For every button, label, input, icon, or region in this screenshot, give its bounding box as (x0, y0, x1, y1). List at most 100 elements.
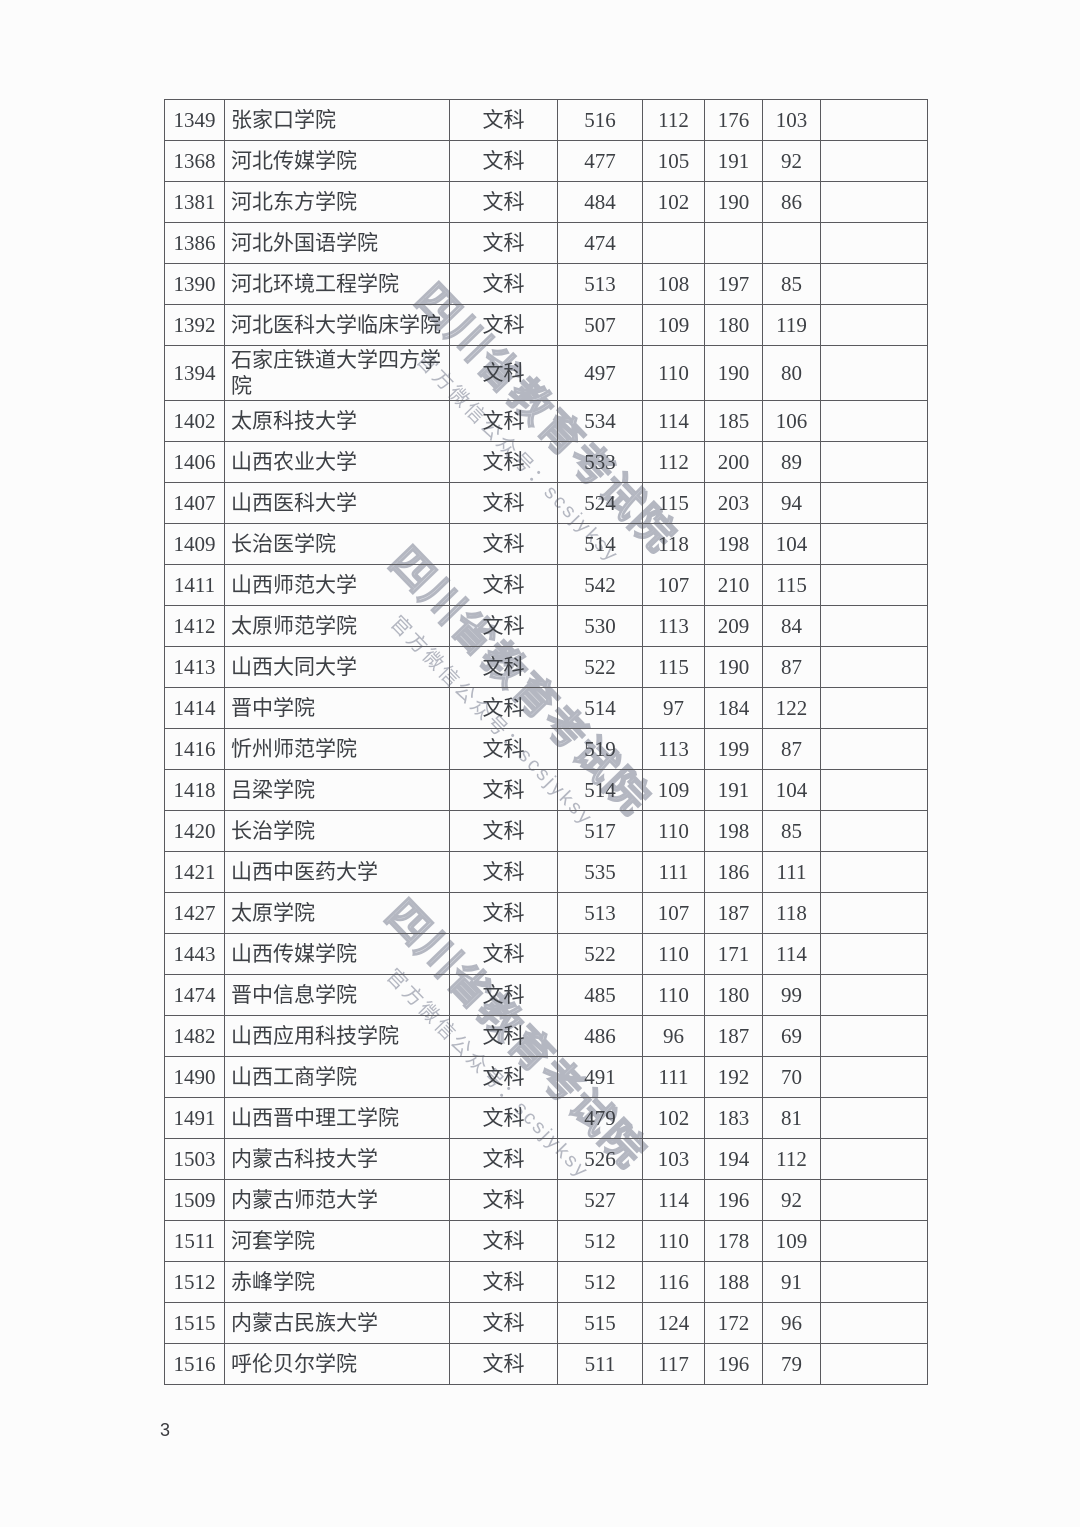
cell-total: 474 (557, 222, 643, 264)
cell-subject: 文科 (449, 1015, 558, 1057)
cell-score3: 86 (762, 181, 821, 223)
cell-score1: 111 (642, 1056, 705, 1098)
cell-subject: 文科 (449, 605, 558, 647)
cell-score1: 96 (642, 1015, 705, 1057)
cell-score3: 85 (762, 263, 821, 305)
cell-score2: 210 (704, 564, 763, 606)
cell-subject: 文科 (449, 1056, 558, 1098)
cell-school: 太原学院 (224, 892, 450, 934)
table-row: 1392 河北医科大学临床学院 文科 507 109 180 119 (164, 304, 928, 346)
cell-code: 1515 (164, 1302, 225, 1344)
cell-code: 1516 (164, 1343, 225, 1385)
cell-code: 1416 (164, 728, 225, 770)
cell-note (820, 974, 928, 1016)
cell-score1: 110 (642, 933, 705, 975)
cell-note (820, 400, 928, 442)
cell-score3: 89 (762, 441, 821, 483)
cell-school: 山西应用科技学院 (224, 1015, 450, 1057)
cell-score3: 114 (762, 933, 821, 975)
cell-score1 (642, 222, 705, 264)
cell-code: 1390 (164, 263, 225, 305)
cell-school: 山西师范大学 (224, 564, 450, 606)
cell-note (820, 810, 928, 852)
cell-score2: 200 (704, 441, 763, 483)
cell-code: 1511 (164, 1220, 225, 1262)
cell-score2: 191 (704, 769, 763, 811)
cell-note (820, 482, 928, 524)
cell-subject: 文科 (449, 345, 558, 401)
cell-subject: 文科 (449, 482, 558, 524)
cell-score2: 190 (704, 646, 763, 688)
cell-score2: 203 (704, 482, 763, 524)
table-row: 1421 山西中医药大学 文科 535 111 186 111 (164, 851, 928, 893)
cell-score1: 115 (642, 646, 705, 688)
cell-school: 河套学院 (224, 1220, 450, 1262)
table-row: 1412 太原师范学院 文科 530 113 209 84 (164, 605, 928, 647)
cell-score2: 183 (704, 1097, 763, 1139)
cell-score3: 92 (762, 1179, 821, 1221)
cell-score1: 114 (642, 400, 705, 442)
cell-note (820, 523, 928, 565)
cell-school: 太原科技大学 (224, 400, 450, 442)
cell-school: 晋中信息学院 (224, 974, 450, 1016)
cell-total: 513 (557, 892, 643, 934)
table-row: 1482 山西应用科技学院 文科 486 96 187 69 (164, 1015, 928, 1057)
table-row: 1427 太原学院 文科 513 107 187 118 (164, 892, 928, 934)
cell-code: 1409 (164, 523, 225, 565)
cell-code: 1406 (164, 441, 225, 483)
cell-subject: 文科 (449, 1179, 558, 1221)
cell-total: 477 (557, 140, 643, 182)
cell-total: 516 (557, 99, 643, 141)
cell-total: 497 (557, 345, 643, 401)
cell-school: 内蒙古科技大学 (224, 1138, 450, 1180)
cell-note (820, 851, 928, 893)
cell-subject: 文科 (449, 933, 558, 975)
cell-subject: 文科 (449, 263, 558, 305)
cell-score3: 69 (762, 1015, 821, 1057)
cell-score1: 117 (642, 1343, 705, 1385)
cell-total: 479 (557, 1097, 643, 1139)
table-row: 1443 山西传媒学院 文科 522 110 171 114 (164, 933, 928, 975)
cell-score1: 109 (642, 304, 705, 346)
cell-score1: 112 (642, 441, 705, 483)
cell-score2: 171 (704, 933, 763, 975)
cell-total: 535 (557, 851, 643, 893)
table-row: 1418 吕梁学院 文科 514 109 191 104 (164, 769, 928, 811)
cell-subject: 文科 (449, 400, 558, 442)
cell-score2 (704, 222, 763, 264)
table-row: 1413 山西大同大学 文科 522 115 190 87 (164, 646, 928, 688)
cell-score3: 85 (762, 810, 821, 852)
table-row: 1411 山西师范大学 文科 542 107 210 115 (164, 564, 928, 606)
table-row: 1512 赤峰学院 文科 512 116 188 91 (164, 1261, 928, 1303)
cell-score2: 172 (704, 1302, 763, 1344)
cell-score2: 196 (704, 1343, 763, 1385)
cell-total: 491 (557, 1056, 643, 1098)
cell-score3: 104 (762, 769, 821, 811)
cell-score3: 70 (762, 1056, 821, 1098)
cell-score3: 99 (762, 974, 821, 1016)
table-row: 1511 河套学院 文科 512 110 178 109 (164, 1220, 928, 1262)
cell-subject: 文科 (449, 1097, 558, 1139)
cell-score3: 103 (762, 99, 821, 141)
cell-note (820, 564, 928, 606)
cell-total: 486 (557, 1015, 643, 1057)
cell-code: 1413 (164, 646, 225, 688)
cell-code: 1414 (164, 687, 225, 729)
cell-school: 河北传媒学院 (224, 140, 450, 182)
cell-score2: 186 (704, 851, 763, 893)
cell-subject: 文科 (449, 646, 558, 688)
cell-school: 内蒙古师范大学 (224, 1179, 450, 1221)
cell-subject: 文科 (449, 687, 558, 729)
cell-score1: 110 (642, 1220, 705, 1262)
cell-subject: 文科 (449, 99, 558, 141)
cell-total: 542 (557, 564, 643, 606)
cell-code: 1503 (164, 1138, 225, 1180)
cell-total: 515 (557, 1302, 643, 1344)
cell-code: 1512 (164, 1261, 225, 1303)
table-row: 1414 晋中学院 文科 514 97 184 122 (164, 687, 928, 729)
cell-school: 山西中医药大学 (224, 851, 450, 893)
cell-school: 张家口学院 (224, 99, 450, 141)
cell-score2: 180 (704, 304, 763, 346)
cell-subject: 文科 (449, 728, 558, 770)
cell-total: 527 (557, 1179, 643, 1221)
